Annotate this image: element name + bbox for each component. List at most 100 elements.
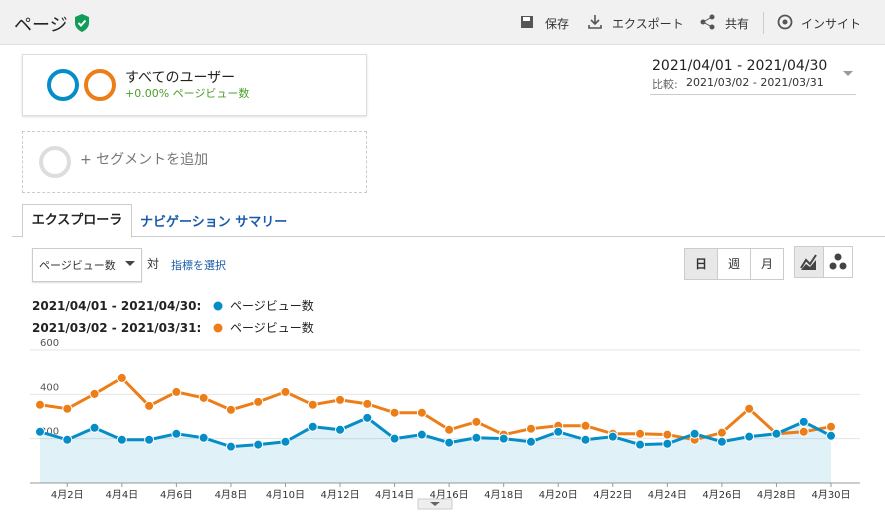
- add-segment-label[interactable]: + セグメントを追加: [80, 152, 209, 168]
- data-point: [62, 403, 73, 414]
- data-point: [307, 399, 318, 410]
- add-segment[interactable]: [22, 131, 367, 193]
- segment-icon: [47, 69, 116, 101]
- top-bar: [0, 0, 885, 45]
- export-icon[interactable]: [588, 14, 602, 30]
- date-compare-label: 比較:: [652, 78, 678, 91]
- tab-line: [12, 236, 885, 237]
- date-dropdown[interactable]: [842, 70, 854, 78]
- scroll-arrow: [430, 502, 440, 506]
- data-point: [525, 423, 536, 434]
- action[interactable]: インサイト: [801, 17, 862, 31]
- data-point: [362, 412, 373, 423]
- data-point: [444, 437, 455, 448]
- tab-active[interactable]: エクスプローラ: [22, 204, 132, 238]
- data-point: [225, 404, 236, 415]
- date-primary[interactable]: 2021/04/01 - 2021/04/30: [652, 58, 828, 74]
- select-metric[interactable]: 指標を選択: [171, 259, 226, 272]
- share-icon[interactable]: [700, 14, 716, 30]
- data-point: [635, 428, 646, 439]
- data-point: [89, 422, 100, 433]
- data-point: [444, 424, 455, 435]
- page-title: ページ: [14, 15, 68, 36]
- series-line: [39, 376, 832, 442]
- save-icon[interactable]: [520, 15, 534, 29]
- data-point: [826, 430, 836, 441]
- x-tick-label: 4月22日: [593, 489, 632, 501]
- segment-change: +0.00% ページビュー数: [125, 87, 250, 100]
- data-point: [389, 433, 400, 444]
- action[interactable]: 保存: [545, 17, 570, 31]
- data-point: [498, 433, 509, 444]
- segment-name: すべてのユーザー: [125, 70, 236, 86]
- x-tick-label: 4月14日: [375, 489, 414, 501]
- tab[interactable]: ナビゲーション サマリー: [140, 215, 288, 230]
- data-point: [280, 386, 291, 397]
- date-compare: 2021/03/02 - 2021/03/31: [686, 76, 824, 89]
- data-point: [689, 428, 700, 439]
- data-point: [416, 429, 427, 440]
- segment-card[interactable]: [22, 54, 367, 116]
- period-month[interactable]: 月: [750, 248, 784, 280]
- data-point: [798, 416, 809, 427]
- x-tick-label: 4月12日: [320, 489, 359, 501]
- data-point: [471, 432, 482, 443]
- x-tick-label: 4月28日: [757, 489, 796, 501]
- data-point: [116, 434, 127, 445]
- metric-label: ページビュー数: [39, 259, 116, 272]
- data-point: [116, 372, 127, 383]
- data-point: [362, 398, 373, 409]
- data-point: [62, 434, 73, 445]
- data-point: [335, 394, 346, 405]
- area: [40, 417, 831, 483]
- divider: [763, 12, 764, 34]
- data-point: [171, 386, 182, 397]
- data-point: [471, 416, 482, 427]
- data-point: [280, 436, 291, 447]
- x-tick-label: 4月8日: [215, 489, 248, 501]
- data-point: [716, 436, 727, 447]
- action[interactable]: エクスポート: [612, 17, 684, 31]
- data-point: [307, 421, 318, 432]
- data-point: [35, 426, 45, 437]
- action[interactable]: 共有: [725, 17, 750, 31]
- add-segment-icon: [39, 146, 71, 178]
- data-point: [662, 429, 673, 440]
- data-point: [580, 434, 591, 445]
- data-point: [198, 392, 209, 403]
- data-point: [525, 436, 536, 447]
- legend-name: ページビュー数: [230, 320, 314, 335]
- x-tick-label: 4月6日: [160, 489, 193, 501]
- data-point: [635, 439, 646, 450]
- data-point: [607, 431, 618, 442]
- chart: 2021/04/01 - 2021/04/30: ページビュー数 2021/03/0…: [30, 298, 860, 510]
- x-tick-label: 4月30日: [811, 489, 850, 501]
- date-underline: [650, 94, 856, 95]
- data-point: [662, 438, 673, 449]
- period-day[interactable]: 日: [684, 248, 718, 280]
- x-tick-label: 4月20日: [539, 489, 578, 501]
- data-point: [171, 428, 182, 439]
- data-point: [416, 407, 427, 418]
- data-point: [744, 431, 755, 442]
- data-point: [35, 399, 45, 410]
- data-point: [89, 388, 100, 399]
- chart-motion-toggle[interactable]: [823, 246, 853, 278]
- data-point: [253, 396, 264, 407]
- x-tick-label: 4月10日: [266, 489, 305, 501]
- data-point: [744, 403, 755, 414]
- data-point: [225, 441, 236, 452]
- period-week[interactable]: 週: [717, 248, 751, 280]
- legend-swatch: [213, 323, 223, 333]
- vs-label: 対: [147, 257, 160, 271]
- data-point: [716, 427, 727, 438]
- insight-icon[interactable]: [777, 14, 793, 30]
- metric-select[interactable]: [32, 248, 142, 282]
- line-icon: [800, 254, 817, 270]
- data-point: [253, 439, 264, 450]
- data-point: [198, 432, 209, 443]
- legend-swatch: [213, 301, 223, 311]
- data-point: [144, 434, 155, 445]
- motion-icon: [829, 253, 847, 270]
